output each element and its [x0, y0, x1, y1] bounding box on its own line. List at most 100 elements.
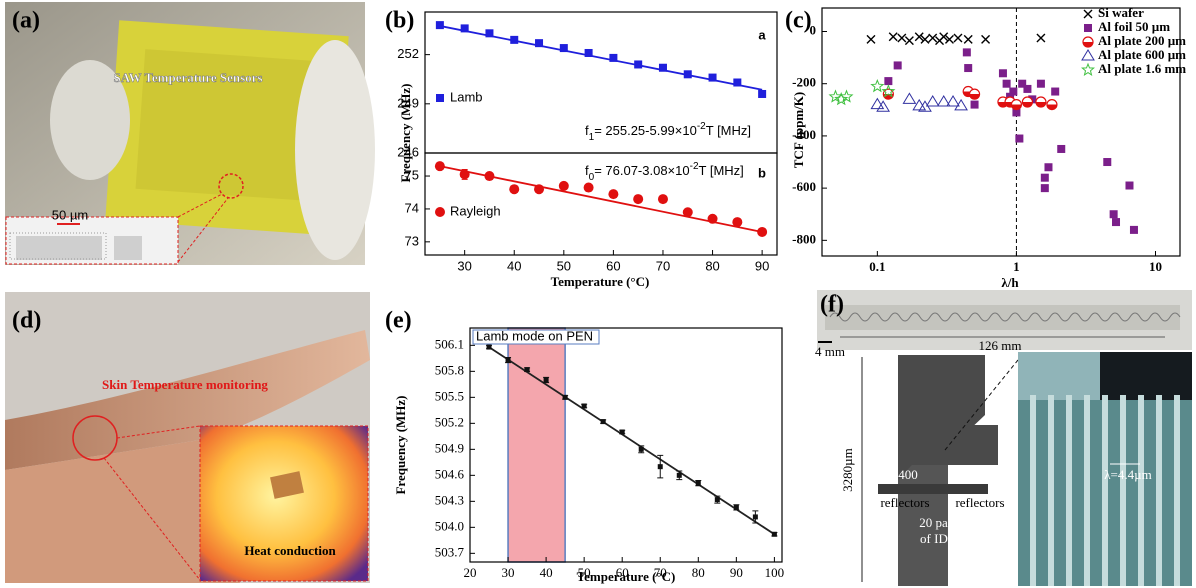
- marker: [535, 39, 544, 48]
- marker: [1081, 49, 1095, 61]
- marker: [1103, 158, 1112, 167]
- x-tick-label: 1: [1013, 259, 1020, 274]
- marker: [657, 464, 663, 470]
- marker: [893, 61, 902, 70]
- photo-title: SAW Temperature Sensors: [113, 70, 262, 85]
- marker: [1018, 79, 1027, 88]
- marker: [981, 34, 991, 44]
- marker: [486, 344, 492, 350]
- y-tick-label: 74: [405, 200, 419, 215]
- marker: [1023, 84, 1032, 93]
- marker: [558, 180, 569, 191]
- height-label: 3280µm: [840, 448, 855, 492]
- equation: f1= 255.25-5.99×10-2T [MHz]: [585, 121, 751, 143]
- panel-label: (c): [785, 8, 812, 34]
- marker: [460, 24, 469, 33]
- equation: f0= 76.07-3.08×10-2T [MHz]: [585, 161, 744, 183]
- span-label: Lamb mode on PEN: [476, 328, 593, 343]
- plot-frame: [821, 7, 1181, 257]
- marker: [1109, 210, 1118, 219]
- plot-frame: [424, 152, 778, 256]
- marker: [714, 497, 720, 503]
- x-tick-label: 10: [1149, 259, 1162, 274]
- equation-part: = 255.25-5.99×10: [594, 123, 697, 138]
- marker: [939, 32, 949, 42]
- marker: [695, 480, 701, 486]
- marker: [968, 88, 981, 100]
- marker: [944, 34, 954, 44]
- panel-label: (b): [385, 8, 414, 34]
- y-tick-label: 73: [405, 233, 419, 248]
- marker: [897, 33, 907, 43]
- marker: [839, 89, 854, 103]
- annotation: b: [758, 165, 766, 180]
- x-tick-label: 90: [755, 258, 769, 273]
- legend-label: Al plate 1.6 mm: [1098, 61, 1186, 76]
- x-tick-label: 90: [730, 565, 743, 580]
- y-tick-label: 503.7: [435, 544, 465, 559]
- marker: [1046, 98, 1058, 111]
- marker: [962, 48, 971, 57]
- plot-frame: [469, 327, 783, 563]
- marker: [758, 89, 767, 98]
- marker: [1015, 134, 1024, 143]
- y-tick-label: -600: [792, 179, 816, 194]
- label: reflectors: [880, 495, 929, 510]
- marker: [543, 377, 549, 383]
- marker: [676, 472, 682, 478]
- photo-a: [5, 2, 375, 265]
- marker: [434, 161, 445, 172]
- label: 400: [898, 467, 918, 482]
- marker: [876, 100, 890, 112]
- marker: [682, 207, 693, 218]
- legend-label: Rayleigh: [450, 203, 501, 218]
- marker: [902, 92, 917, 104]
- marker: [1036, 79, 1045, 88]
- marker: [912, 98, 927, 111]
- x-tick-label: 30: [457, 258, 471, 273]
- y-tick-label: 252: [397, 46, 419, 61]
- y-tick-label: 249: [397, 95, 419, 110]
- marker: [970, 100, 979, 109]
- x-tick-label: 20: [464, 565, 477, 580]
- span-label-box: [472, 329, 600, 345]
- label: 20 pairs: [919, 515, 961, 530]
- marker: [633, 194, 644, 205]
- y-tick-label: -200: [792, 75, 816, 90]
- marker: [459, 169, 470, 180]
- marker: [888, 32, 898, 42]
- x-tick-label: 50: [578, 565, 591, 580]
- marker: [1021, 96, 1034, 108]
- marker: [581, 403, 587, 409]
- photo-d: [5, 292, 370, 583]
- marker: [534, 184, 545, 195]
- marker: [1084, 24, 1092, 32]
- x-tick-label: 0.1: [869, 259, 885, 274]
- legend-label: Lamb: [450, 89, 483, 104]
- marker: [435, 207, 445, 217]
- y-tick-label: 504.6: [435, 466, 465, 481]
- x-tick-label: 30: [502, 565, 515, 580]
- marker: [683, 70, 692, 79]
- marker: [1044, 163, 1053, 172]
- marker: [657, 194, 668, 205]
- equation-part: f: [585, 123, 589, 138]
- marker: [1040, 173, 1049, 182]
- fit-line: [439, 25, 763, 91]
- inset-label: Heat conduction: [244, 543, 336, 558]
- y-tick-label: -400: [792, 127, 816, 142]
- legend-label: Al plate 600 µm: [1098, 47, 1186, 62]
- marker: [1051, 87, 1060, 96]
- x-tick-label: 50: [557, 258, 571, 273]
- marker: [436, 94, 444, 102]
- y-tick-label: 0: [810, 22, 817, 37]
- marker: [1112, 218, 1121, 227]
- marker: [733, 504, 739, 510]
- marker: [619, 429, 625, 435]
- marker: [870, 97, 885, 110]
- panel-label: (a): [12, 8, 40, 34]
- x-tick-label: 70: [656, 258, 670, 273]
- marker: [1125, 181, 1134, 190]
- marker: [509, 184, 520, 195]
